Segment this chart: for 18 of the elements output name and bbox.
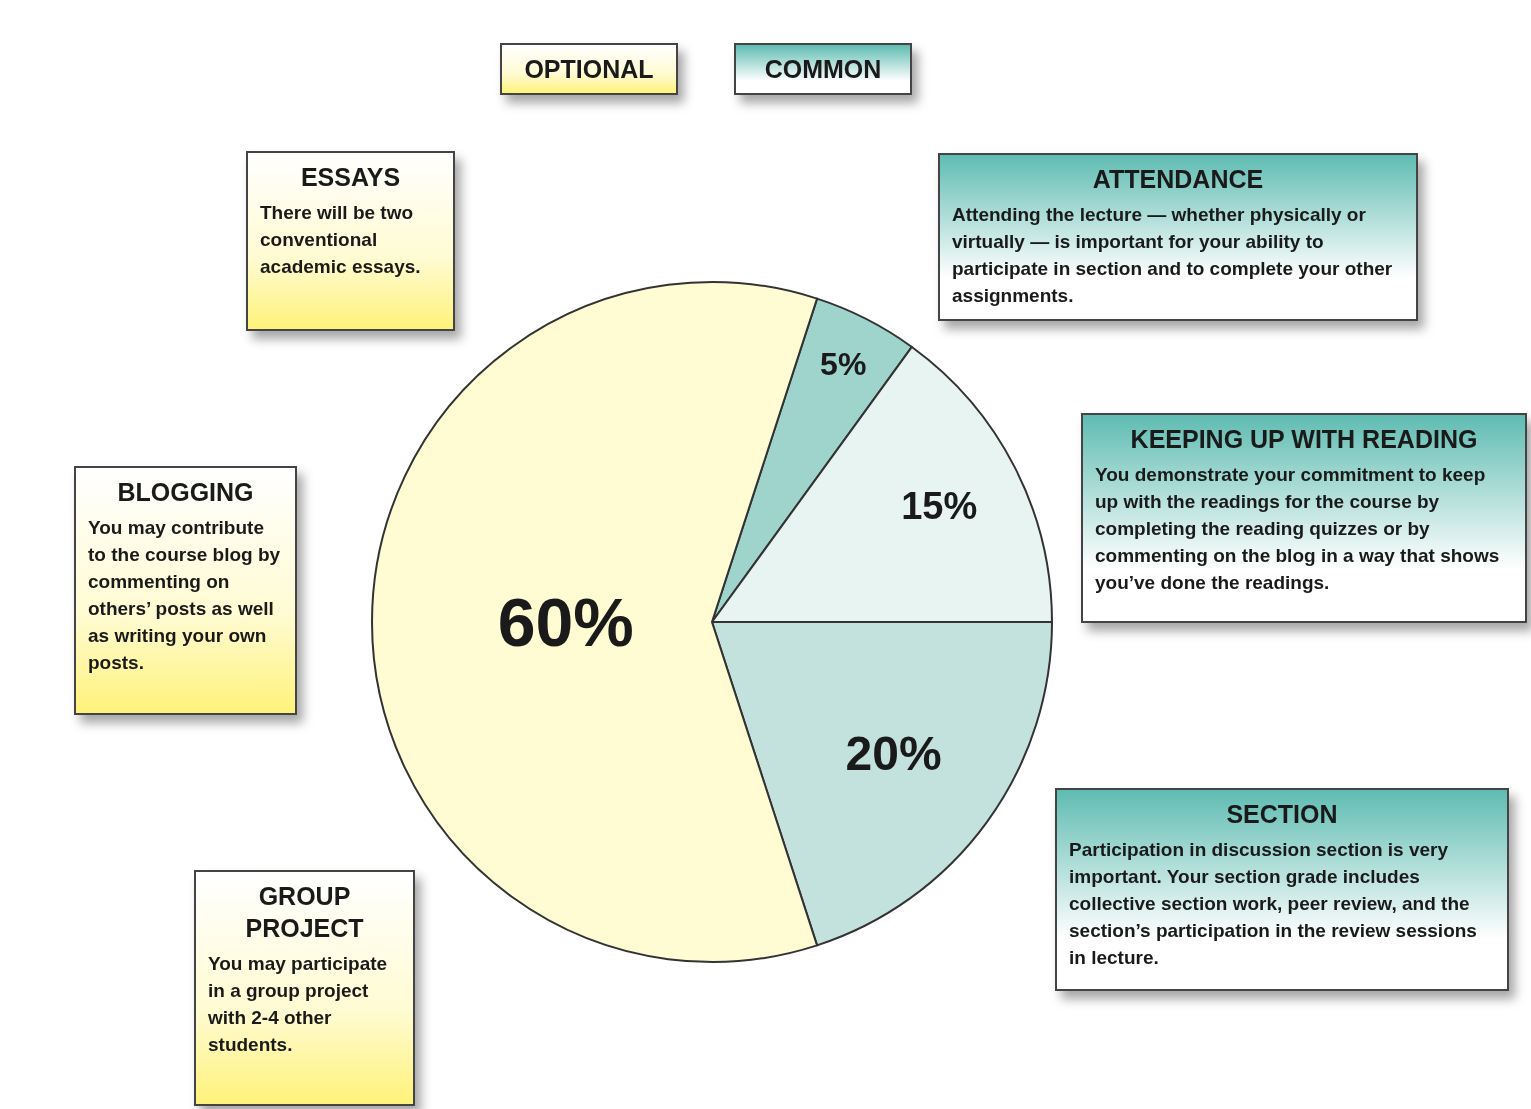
text: ESSAYS (299, 162, 402, 193)
text: There will be two conventional academic essays. (260, 201, 422, 279)
text: ATTENDANCE (1091, 164, 1265, 195)
text: BLOGGING (116, 477, 255, 508)
text: You may contribute to the course blog by commenting on others’ posts as well as writing your own posts. (88, 516, 282, 675)
text: Participation in discussion section is very important. Your section grade includes collective section work, peer review, and the section’s participation in the review sessions in lecture. (1069, 838, 1478, 970)
text: You demonstrate your commitment to keep up with the readings for the course by completing the reading quizzes or by commenting on the blog in a way that shows you’ve done the readings. (1095, 463, 1501, 595)
text: OPTIONAL (523, 54, 655, 85)
text: Attending the lecture — whether physically or virtually — is important for your ability to participate in section and to complete your other assignments. (952, 203, 1394, 308)
data-label: 15% (901, 485, 978, 528)
text: You may participate in a group project with 2-4 other students. (208, 952, 389, 1057)
text: SECTION (1225, 799, 1339, 830)
text: KEEPING UP WITH READING (1129, 424, 1479, 455)
data-label: 60% (497, 584, 634, 660)
text: COMMON (763, 54, 883, 85)
data-label: 5% (820, 346, 867, 383)
data-label: 20% (845, 727, 942, 781)
text: GROUP PROJECT (244, 881, 365, 944)
